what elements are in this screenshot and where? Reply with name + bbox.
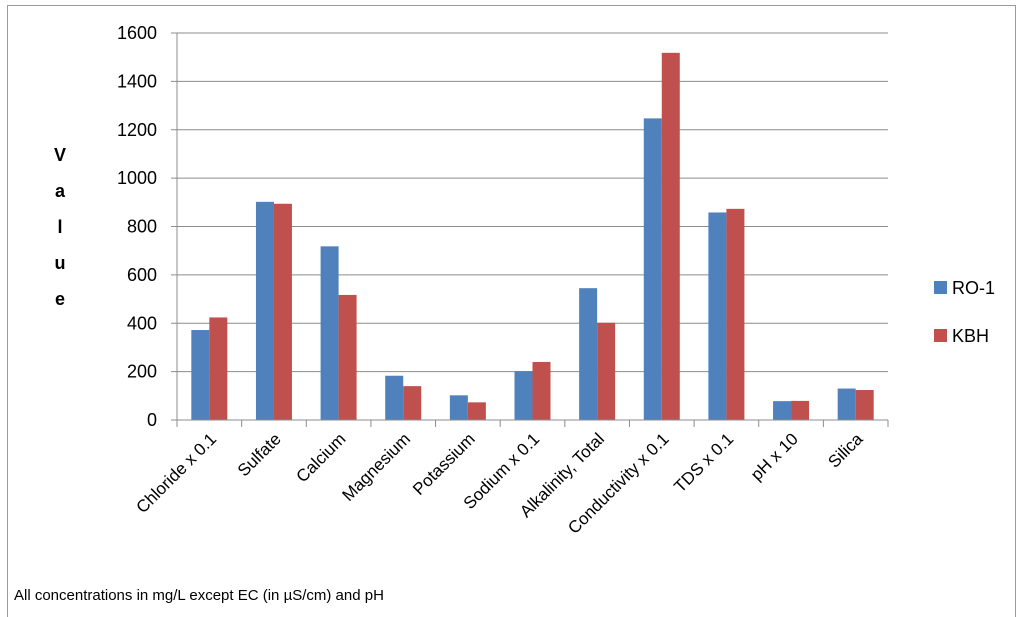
y-tick-label: 1000	[117, 168, 157, 188]
chart-note: All concentrations in mg/L except EC (in…	[14, 587, 384, 604]
legend-label: RO-1	[952, 278, 995, 298]
y-tick-label: 200	[127, 362, 157, 382]
bar-ro-1	[255, 201, 274, 420]
y-tick-label: 1400	[117, 71, 157, 91]
y-tick-label: 1600	[117, 23, 157, 43]
bar-ro-1	[579, 288, 598, 420]
y-axis-label-letter: a	[55, 181, 66, 201]
x-tick-label: Chloride x 0.1	[133, 429, 221, 517]
bar-kbh	[338, 294, 357, 420]
bar-kbh	[661, 52, 680, 421]
y-axis-label-letter: l	[57, 217, 62, 237]
bar-ro-1	[191, 330, 210, 420]
y-tick-label: 800	[127, 217, 157, 237]
y-axis-label-letter: V	[54, 145, 66, 165]
bar-ro-1	[449, 395, 468, 420]
x-tick-labels: Chloride x 0.1 Sulfate CalciumMagnesiumPot…	[133, 429, 867, 538]
x-tick-label: Potassium	[409, 429, 479, 499]
bar-kbh	[855, 390, 874, 420]
bar-kbh	[403, 386, 422, 420]
x-tick-label: Silica	[824, 429, 867, 472]
y-tick-label: 600	[127, 265, 157, 285]
bar-kbh	[273, 203, 292, 420]
y-tick-label: 1200	[117, 120, 157, 140]
bar-ro-1	[320, 246, 339, 420]
bar-ro-1	[708, 212, 727, 420]
y-axis-label-letter: u	[55, 253, 66, 273]
bar-ro-1	[773, 401, 792, 420]
y-tick-label: 0	[147, 410, 157, 430]
bars	[191, 52, 874, 421]
x-tick-label: pH x 10	[747, 429, 802, 484]
chart-frame	[7, 5, 1016, 617]
bar-kbh	[791, 400, 810, 420]
legend: RO-1 KBH	[934, 278, 995, 346]
bar-ro-1	[385, 375, 404, 420]
y-axis-label-letter: e	[55, 289, 65, 309]
bar-ro-1	[514, 371, 533, 420]
y-tick-labels: 0 200 400 600 800 1000 1200 1400 1600	[117, 23, 157, 430]
x-tick-label: TDS x 0.1	[670, 429, 737, 496]
bar-kbh	[532, 361, 551, 420]
bar-kbh	[726, 208, 745, 420]
x-axis	[176, 419, 889, 427]
x-tick-label: Magnesium	[338, 429, 414, 505]
bar-kbh	[597, 322, 616, 420]
y-tick-label: 400	[127, 313, 157, 333]
bar-ro-1	[643, 118, 662, 421]
legend-label: KBH	[952, 326, 989, 346]
bar-ro-1	[837, 388, 856, 420]
bar-kbh	[467, 402, 486, 420]
legend-swatch	[934, 329, 947, 342]
bar-kbh	[209, 317, 228, 420]
legend-swatch	[934, 281, 947, 294]
x-tick-label: Sulfate	[234, 429, 285, 480]
x-tick-label: Calcium	[293, 429, 350, 486]
